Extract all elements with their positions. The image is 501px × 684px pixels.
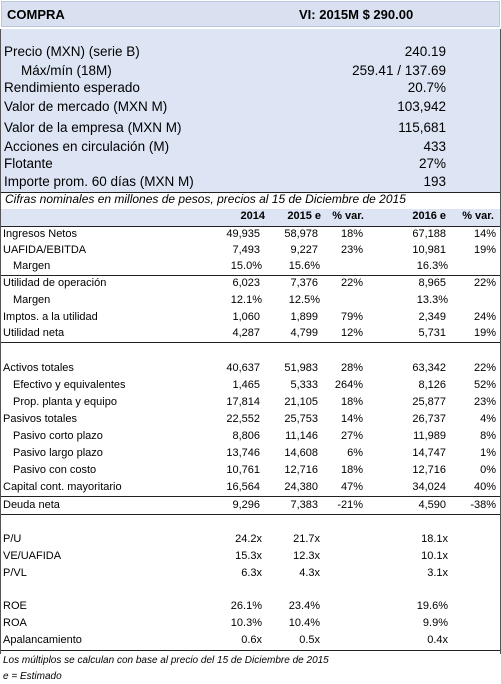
divider xyxy=(1,192,500,193)
divider xyxy=(1,650,500,651)
table-row: Efectivo y equivalentes 1,465 5,333 264%… xyxy=(13,379,496,391)
table-row: P/VL 6.3x 4.3x 3.1x xyxy=(3,567,448,579)
table-row: P/U 24.2x 21.7x 18.1x xyxy=(3,533,448,545)
col-header: % var. xyxy=(332,210,364,222)
summary-row: Precio (MXN) (serie B) 240.19 xyxy=(4,44,446,59)
table-row: Capital cont. mayoritario 16,564 24,380 … xyxy=(3,481,496,493)
table-row: UAFIDA/EBITDA 7,493 9,227 23% 10,981 19% xyxy=(3,244,496,256)
table-row: Pasivo largo plazo 13,746 14,608 6% 14,7… xyxy=(13,447,496,459)
summary-row: Flotante 27% xyxy=(4,156,446,171)
table-row: Utilidad de operación 6,023 7,376 22% 8,… xyxy=(3,277,496,289)
footnote-estimate: e = Estimado xyxy=(3,671,62,682)
header-target-price: VI: 2015M $ 290.00 xyxy=(299,7,414,22)
table-row: Pasivos totales 22,552 25,753 14% 26,737… xyxy=(3,413,496,425)
summary-row: Importe prom. 60 días (MXN M) 193 xyxy=(4,174,446,189)
table-row: Deuda neta 9,296 7,383 -21% 4,590 -38% xyxy=(3,499,496,511)
table-row: Margen 15.0% 15.6% 16.3% xyxy=(13,260,448,272)
footnote-multiples: Los múltiplos se calculan con base al pr… xyxy=(3,655,329,666)
table-row: Utilidad neta 4,287 4,799 12% 5,731 19% xyxy=(3,327,496,339)
divider xyxy=(1,514,500,515)
summary-row: Rendimiento esperado 20.7% xyxy=(4,80,446,95)
figures-note: Cifras nominales en millones de pesos, p… xyxy=(5,192,406,206)
col-header: 2014 xyxy=(240,210,265,222)
left-border xyxy=(0,29,1,654)
table-row: ROE 26.1% 23.4% 19.6% xyxy=(3,600,448,612)
summary-row: Valor de mercado (MXN M) 103,942 xyxy=(4,99,446,114)
summary-row: Valor de la empresa (MXN M) 115,681 xyxy=(4,120,446,135)
table-row: Activos totales 40,637 51,983 28% 63,342… xyxy=(3,362,496,374)
col-header: 2016 e xyxy=(412,210,446,222)
divider xyxy=(1,342,500,343)
table-row: Prop. planta y equipo 17,814 21,105 18% … xyxy=(13,396,496,408)
summary-row: Máx/mín (18M) 259.41 / 137.69 xyxy=(21,63,446,78)
divider xyxy=(1,496,500,497)
table-row: ROA 10.3% 10.4% 9.9% xyxy=(3,617,448,629)
col-header: 2015 e xyxy=(287,210,321,222)
summary-panel: Precio (MXN) (serie B) 240.19 Máx/mín (1… xyxy=(1,29,500,192)
table-row: Pasivo corto plazo 8,806 11,146 27% 11,9… xyxy=(13,430,496,442)
table-row: Imptos. a la utilidad 1,060 1,899 79% 2,… xyxy=(3,311,496,323)
divider xyxy=(1,275,500,276)
header-bar: COMPRA VI: 2015M $ 290.00 xyxy=(1,1,500,27)
table-row: Ingresos Netos 49,935 58,978 18% 67,188 … xyxy=(3,228,496,240)
summary-row: Acciones en circulación (M) 433 xyxy=(4,139,446,154)
table-row: Apalancamiento 0.6x 0.5x 0.4x xyxy=(3,634,448,646)
col-header: % var. xyxy=(462,210,494,222)
table-row: Margen 12.1% 12.5% 13.3% xyxy=(13,294,448,306)
divider xyxy=(1,226,500,227)
table-header-bar xyxy=(1,209,500,226)
table-row: Pasivo con costo 10,761 12,716 18% 12,71… xyxy=(13,464,496,476)
table-row: VE/UAFIDA 15.3x 12.3x 10.1x xyxy=(3,550,448,562)
header-title: COMPRA xyxy=(7,7,65,22)
